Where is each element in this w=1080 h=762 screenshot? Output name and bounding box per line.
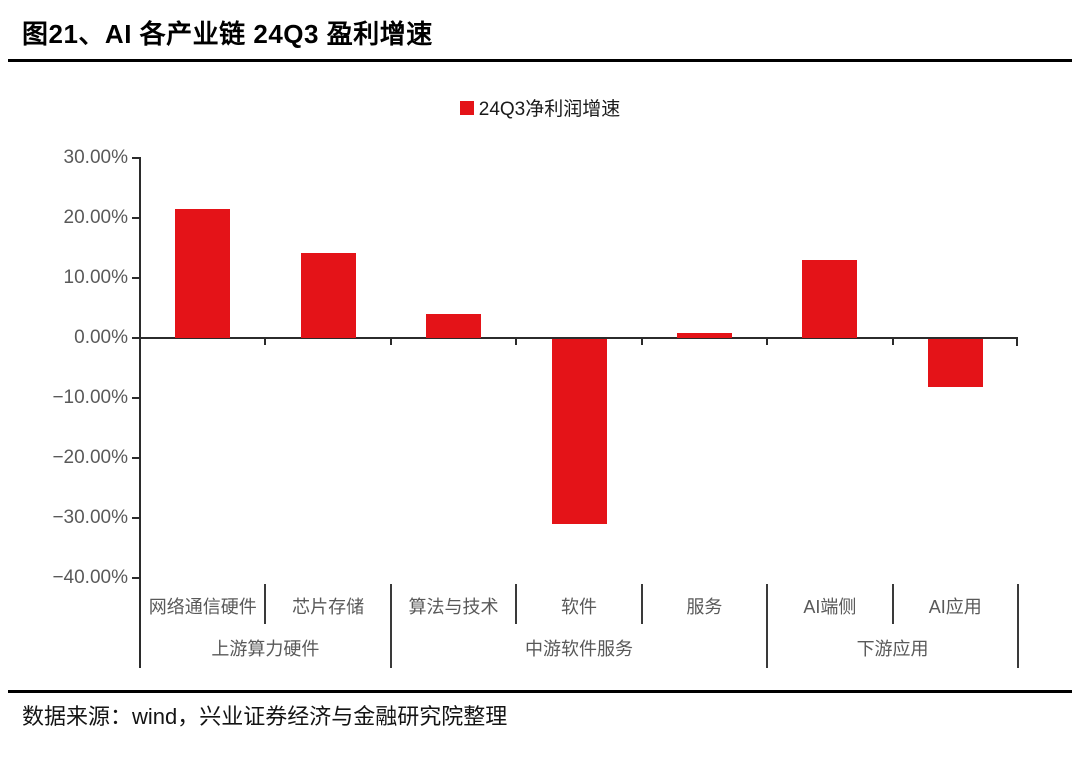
y-axis-label: −10.00% (52, 387, 128, 408)
bar-网络通信硬件 (175, 209, 231, 338)
y-axis-label: −30.00% (52, 507, 128, 528)
y-axis-label: −20.00% (52, 447, 128, 468)
group-label: 中游软件服务 (524, 638, 633, 659)
bar-AI应用 (927, 339, 983, 387)
y-axis-label: 0.00% (74, 327, 128, 348)
category-separator (891, 584, 894, 624)
group-separator (766, 584, 769, 668)
y-axis-tick (132, 577, 141, 579)
y-axis-tick (132, 157, 141, 159)
y-axis-tick (132, 277, 141, 279)
category-separator (515, 584, 518, 624)
category-separator (264, 584, 267, 624)
x-axis-tick (264, 337, 267, 345)
group-separator (389, 584, 392, 668)
figure-title: 图21、AI 各产业链 24Q3 盈利增速 (22, 19, 433, 49)
category-label: AI端侧 (803, 596, 857, 617)
y-axis-tick (132, 457, 141, 459)
bar-软件 (551, 339, 607, 524)
category-label: 网络通信硬件 (148, 596, 257, 617)
bar-算法与技术 (426, 314, 482, 338)
bar-AI端侧 (802, 260, 858, 338)
y-axis-tick (132, 517, 141, 519)
category-label: 算法与技术 (408, 596, 499, 617)
category-label: 软件 (560, 596, 597, 617)
category-label: 芯片存储 (292, 596, 365, 617)
chart-legend: 24Q3净利润增速 (0, 94, 1080, 121)
bar-服务 (676, 333, 732, 338)
y-axis-tick (132, 337, 141, 339)
x-axis-end-tick (1016, 337, 1018, 346)
y-axis-label: 10.00% (63, 267, 128, 288)
source-note: 数据来源：wind，兴业证券经济与金融研究院整理 (22, 704, 508, 729)
y-axis-line (139, 157, 141, 668)
x-axis-tick (891, 337, 894, 345)
group-label: 下游应用 (856, 638, 929, 659)
title-rule (8, 59, 1072, 62)
legend-swatch-icon (459, 100, 474, 115)
y-axis-label: −40.00% (52, 567, 128, 588)
group-label: 上游算力硬件 (211, 638, 320, 659)
y-axis-tick (132, 397, 141, 399)
footer-rule (8, 690, 1072, 693)
x-axis-tick (389, 337, 392, 345)
category-label: AI应用 (928, 596, 982, 617)
y-axis-tick (132, 217, 141, 219)
bar-芯片存储 (300, 253, 356, 338)
y-axis-label: 30.00% (63, 147, 128, 168)
category-separator (640, 584, 643, 624)
group-separator (1017, 584, 1019, 668)
category-label: 服务 (686, 596, 723, 617)
legend-label: 24Q3净利润增速 (478, 99, 621, 120)
x-axis-tick (640, 337, 643, 345)
y-axis-label: 20.00% (63, 207, 128, 228)
x-axis-line (140, 337, 1018, 339)
x-axis-tick (515, 337, 518, 345)
x-axis-tick (766, 337, 769, 345)
